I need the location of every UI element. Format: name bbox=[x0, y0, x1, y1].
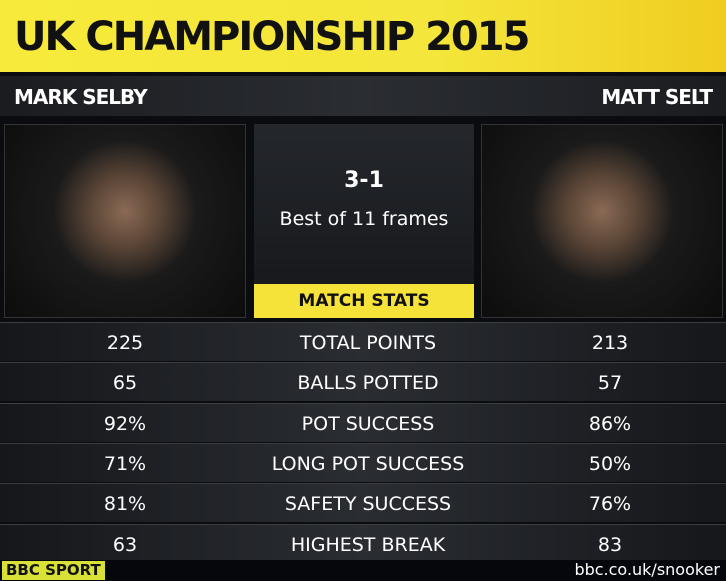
match-score: 3-1 bbox=[344, 168, 384, 193]
right-player-photo bbox=[481, 124, 723, 318]
stat-row: 225 TOTAL POINTS 213 bbox=[0, 322, 726, 361]
footer-url: bbc.co.uk/snooker bbox=[574, 560, 720, 579]
right-player-name: MATT SELT bbox=[601, 85, 713, 109]
player-names-bar: MARK SELBY MATT SELT bbox=[0, 76, 726, 116]
stat-row: 65 BALLS POTTED 57 bbox=[0, 362, 726, 402]
left-stat-value: 65 bbox=[112, 372, 138, 395]
left-stat-value: 63 bbox=[112, 533, 138, 556]
left-player-name: MARK SELBY bbox=[14, 85, 148, 109]
page-title: UK CHAMPIONSHIP 2015 bbox=[14, 14, 530, 60]
left-stat-value: 81% bbox=[103, 493, 147, 516]
right-stat-value: 57 bbox=[597, 372, 623, 395]
stat-label: TOTAL POINTS bbox=[299, 332, 437, 354]
stat-label: HIGHEST BREAK bbox=[290, 533, 446, 556]
right-stat-value: 83 bbox=[597, 533, 623, 556]
left-stat-value: 71% bbox=[103, 452, 147, 475]
title-banner: UK CHAMPIONSHIP 2015 bbox=[0, 0, 726, 72]
right-stat-value: 213 bbox=[591, 332, 629, 354]
right-stat-value: 86% bbox=[588, 412, 632, 435]
stat-row: 71% LONG POT SUCCESS 50% bbox=[0, 442, 726, 482]
left-stat-value: 225 bbox=[106, 332, 144, 354]
left-stat-value: 92% bbox=[103, 412, 147, 435]
stat-label: BALLS POTTED bbox=[297, 372, 439, 395]
right-stat-value: 50% bbox=[588, 452, 632, 475]
stat-row: 63 HIGHEST BREAK 83 bbox=[0, 523, 726, 563]
footer: BBC SPORT bbc.co.uk/snooker bbox=[0, 560, 726, 581]
match-stats-label: MATCH STATS bbox=[254, 284, 474, 318]
stat-label: SAFETY SUCCESS bbox=[284, 493, 452, 516]
match-format: Best of 11 frames bbox=[279, 208, 449, 230]
stat-row: 81% SAFETY SUCCESS 76% bbox=[0, 483, 726, 523]
bbc-sport-logo: BBC SPORT bbox=[2, 561, 105, 580]
right-stat-value: 76% bbox=[588, 493, 632, 516]
stat-label: POT SUCCESS bbox=[301, 412, 435, 435]
left-player-photo bbox=[4, 124, 246, 318]
stat-row: 92% POT SUCCESS 86% bbox=[0, 402, 726, 442]
stat-label: LONG POT SUCCESS bbox=[271, 452, 465, 475]
match-info: 3-1 Best of 11 frames bbox=[254, 124, 474, 314]
